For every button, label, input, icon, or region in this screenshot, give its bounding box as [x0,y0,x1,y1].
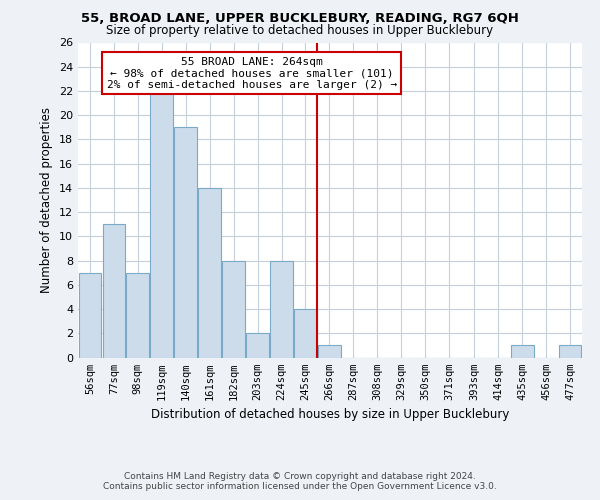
Bar [79,272,101,358]
Text: 55, BROAD LANE, UPPER BUCKLEBURY, READING, RG7 6QH: 55, BROAD LANE, UPPER BUCKLEBURY, READIN… [81,12,519,24]
Bar [246,334,269,357]
Bar [127,272,149,358]
Bar [294,309,317,358]
Text: Contains HM Land Registry data © Crown copyright and database right 2024.
Contai: Contains HM Land Registry data © Crown c… [103,472,497,491]
X-axis label: Distribution of detached houses by size in Upper Bucklebury: Distribution of detached houses by size … [151,408,509,421]
Bar [151,91,173,357]
Bar [103,224,125,358]
Bar [318,346,341,358]
Bar [175,128,197,358]
Bar [270,260,293,358]
Bar [511,346,533,358]
Bar [222,260,245,358]
Text: Size of property relative to detached houses in Upper Bucklebury: Size of property relative to detached ho… [106,24,494,37]
Y-axis label: Number of detached properties: Number of detached properties [40,107,53,293]
Text: 55 BROAD LANE: 264sqm
← 98% of detached houses are smaller (101)
2% of semi-deta: 55 BROAD LANE: 264sqm ← 98% of detached … [107,56,397,90]
Bar [559,346,581,358]
Bar [198,188,221,358]
